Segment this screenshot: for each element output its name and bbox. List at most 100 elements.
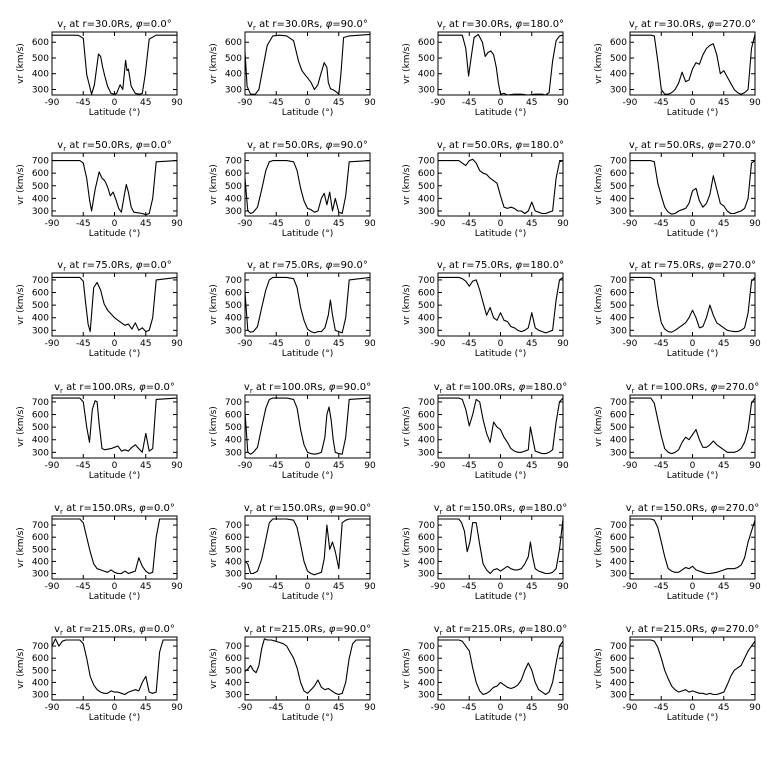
x-tick-label: -45 — [76, 98, 91, 108]
x-tick-label: 0 — [690, 703, 696, 713]
plot-frame — [437, 636, 564, 701]
y-tick-label: 700 — [418, 521, 435, 531]
x-tick-label: 0 — [690, 339, 696, 349]
panel-5: vr at r=50.0Rs, φ=90.0° -90 -45 0 45 90 300 400… — [209, 140, 376, 239]
y-tick-label: 300 — [418, 448, 435, 458]
y-tick-label: 700 — [610, 157, 627, 167]
y-axis-label: vr (km/s) — [402, 527, 412, 568]
x-tick-label: 0 — [305, 582, 311, 592]
x-tick-label: -45 — [269, 219, 284, 229]
x-tick-label: -90 — [45, 461, 60, 471]
y-tick-label: 400 — [225, 436, 242, 446]
x-tick-label: 90 — [749, 98, 761, 108]
x-tick-label: -45 — [462, 703, 477, 713]
plot-frame — [51, 152, 178, 217]
x-tick-label: 0 — [498, 98, 504, 108]
y-tick-label: 300 — [32, 448, 49, 458]
x-tick-label: 90 — [749, 582, 761, 592]
y-tick-label: 500 — [225, 182, 242, 192]
y-tick-label: 400 — [610, 557, 627, 567]
x-axis-label: Latitude (°) — [475, 592, 526, 602]
x-tick-label: 45 — [333, 339, 344, 349]
y-tick-label: 600 — [225, 289, 242, 299]
x-axis-label: Latitude (°) — [282, 592, 333, 602]
x-tick-label: 45 — [526, 219, 537, 229]
x-tick-label: -90 — [623, 461, 638, 471]
plot-frame — [629, 272, 756, 337]
x-tick-label: -90 — [431, 582, 446, 592]
x-axis-label: Latitude (°) — [282, 229, 333, 239]
y-tick-label: 300 — [418, 207, 435, 217]
y-tick-label: 500 — [610, 666, 627, 676]
x-tick-label: -90 — [238, 219, 253, 229]
x-tick-label: 0 — [305, 339, 311, 349]
x-tick-label: -45 — [269, 339, 284, 349]
x-tick-label: 0 — [690, 582, 696, 592]
x-tick-label: -90 — [431, 461, 446, 471]
panel-17: vr at r=150.0Rs, φ=90.0° -90 -45 0 45 90 300 40… — [209, 503, 376, 602]
x-axis-label: Latitude (°) — [89, 349, 140, 359]
panel-19: vr at r=150.0Rs, φ=270.0° -90 -45 0 45 90 300 4… — [594, 503, 761, 602]
x-tick-label: -90 — [45, 339, 60, 349]
x-tick-label: 90 — [364, 98, 376, 108]
series-line — [438, 158, 564, 215]
x-tick-label: -45 — [76, 219, 91, 229]
y-tick-label: 600 — [32, 289, 49, 299]
x-tick-label: 45 — [140, 219, 151, 229]
panel-title: vr at r=150.0Rs, φ=0.0° — [54, 503, 175, 516]
panel-16: vr at r=150.0Rs, φ=0.0° -90 -45 0 45 90 300 400… — [16, 503, 183, 602]
x-tick-label: -45 — [269, 703, 284, 713]
x-tick-label: -45 — [76, 461, 91, 471]
x-tick-label: 0 — [498, 219, 504, 229]
x-tick-label: -45 — [654, 98, 669, 108]
panel-1: vr at r=30.0Rs, φ=90.0° -90 -45 0 45 90 300 400… — [209, 19, 376, 118]
panel-12: vr at r=100.0Rs, φ=0.0° -90 -45 0 45 90 300 400… — [16, 382, 183, 481]
y-tick-label: 300 — [225, 448, 242, 458]
panel-title: vr at r=215.0Rs, φ=180.0° — [434, 624, 568, 637]
y-tick-label: 400 — [32, 314, 49, 324]
y-tick-label: 500 — [225, 301, 242, 311]
x-axis-label: Latitude (°) — [475, 713, 526, 723]
x-tick-label: 45 — [718, 219, 729, 229]
y-axis-label: vr (km/s) — [594, 164, 604, 205]
y-tick-label: 600 — [32, 533, 49, 543]
x-tick-label: 45 — [718, 703, 729, 713]
y-tick-label: 400 — [418, 557, 435, 567]
y-axis-label: vr (km/s) — [209, 284, 219, 325]
y-tick-label: 400 — [418, 678, 435, 688]
x-tick-label: -45 — [76, 703, 91, 713]
x-axis-label: Latitude (°) — [89, 471, 140, 481]
x-tick-label: 0 — [498, 582, 504, 592]
y-tick-label: 500 — [225, 545, 242, 555]
y-tick-label: 400 — [32, 436, 49, 446]
y-tick-label: 300 — [610, 448, 627, 458]
series-line — [244, 160, 371, 215]
y-tick-label: 500 — [418, 182, 435, 192]
plot-frame — [244, 272, 371, 337]
y-tick-label: 600 — [610, 38, 627, 48]
y-axis-label: vr (km/s) — [594, 43, 604, 84]
y-tick-label: 300 — [32, 207, 49, 217]
x-tick-label: -90 — [431, 98, 446, 108]
x-axis-label: Latitude (°) — [475, 229, 526, 239]
x-tick-label: -90 — [45, 219, 60, 229]
y-tick-label: 500 — [418, 666, 435, 676]
x-axis-label: Latitude (°) — [475, 108, 526, 118]
y-axis-label: vr (km/s) — [209, 164, 219, 205]
series-line — [438, 276, 564, 334]
series-line — [244, 397, 371, 455]
y-tick-label: 300 — [418, 691, 435, 701]
x-tick-label: -45 — [76, 582, 91, 592]
x-axis-label: Latitude (°) — [89, 713, 140, 723]
y-tick-label: 300 — [610, 207, 627, 217]
panel-title: vr at r=50.0Rs, φ=0.0° — [57, 140, 171, 153]
x-tick-label: 45 — [526, 461, 537, 471]
y-axis-label: vr (km/s) — [209, 648, 219, 689]
series-line — [630, 276, 756, 333]
panel-title: vr at r=30.0Rs, φ=270.0° — [629, 19, 756, 32]
y-tick-label: 700 — [610, 642, 627, 652]
panel-3: vr at r=30.0Rs, φ=270.0° -90 -45 0 45 90 300 40… — [594, 19, 761, 118]
y-tick-label: 600 — [418, 654, 435, 664]
x-tick-label: 45 — [140, 461, 151, 471]
panel-21: vr at r=215.0Rs, φ=90.0° -90 -45 0 45 90 300 40… — [209, 624, 376, 723]
